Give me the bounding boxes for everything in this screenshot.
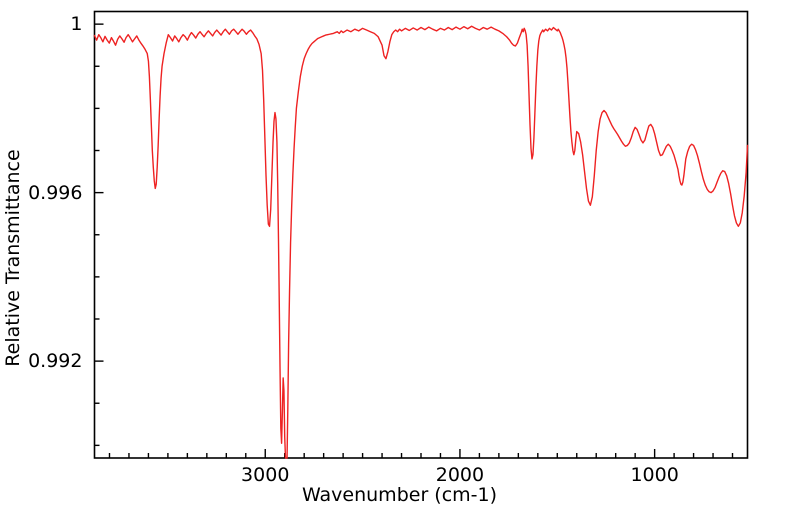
axes-frame [93, 10, 749, 459]
y-axis-title: Relative Transmittance [2, 149, 24, 367]
y-tick-label: 0.996 [28, 181, 83, 204]
x-tick-label: 3000 [241, 464, 290, 486]
plot-frame-rect [93, 10, 749, 459]
x-tick-label: 1000 [630, 464, 679, 486]
spectrum-trace [93, 25, 749, 459]
y-axis-ticks [94, 23, 104, 447]
y-tick-label: 1 [70, 13, 83, 36]
x-axis-title: Wavenumber (cm-1) [301, 484, 498, 506]
y-tick-label: 0.992 [28, 350, 83, 373]
x-tick-label: 2000 [435, 464, 485, 486]
x-axis-ticks [108, 449, 734, 458]
